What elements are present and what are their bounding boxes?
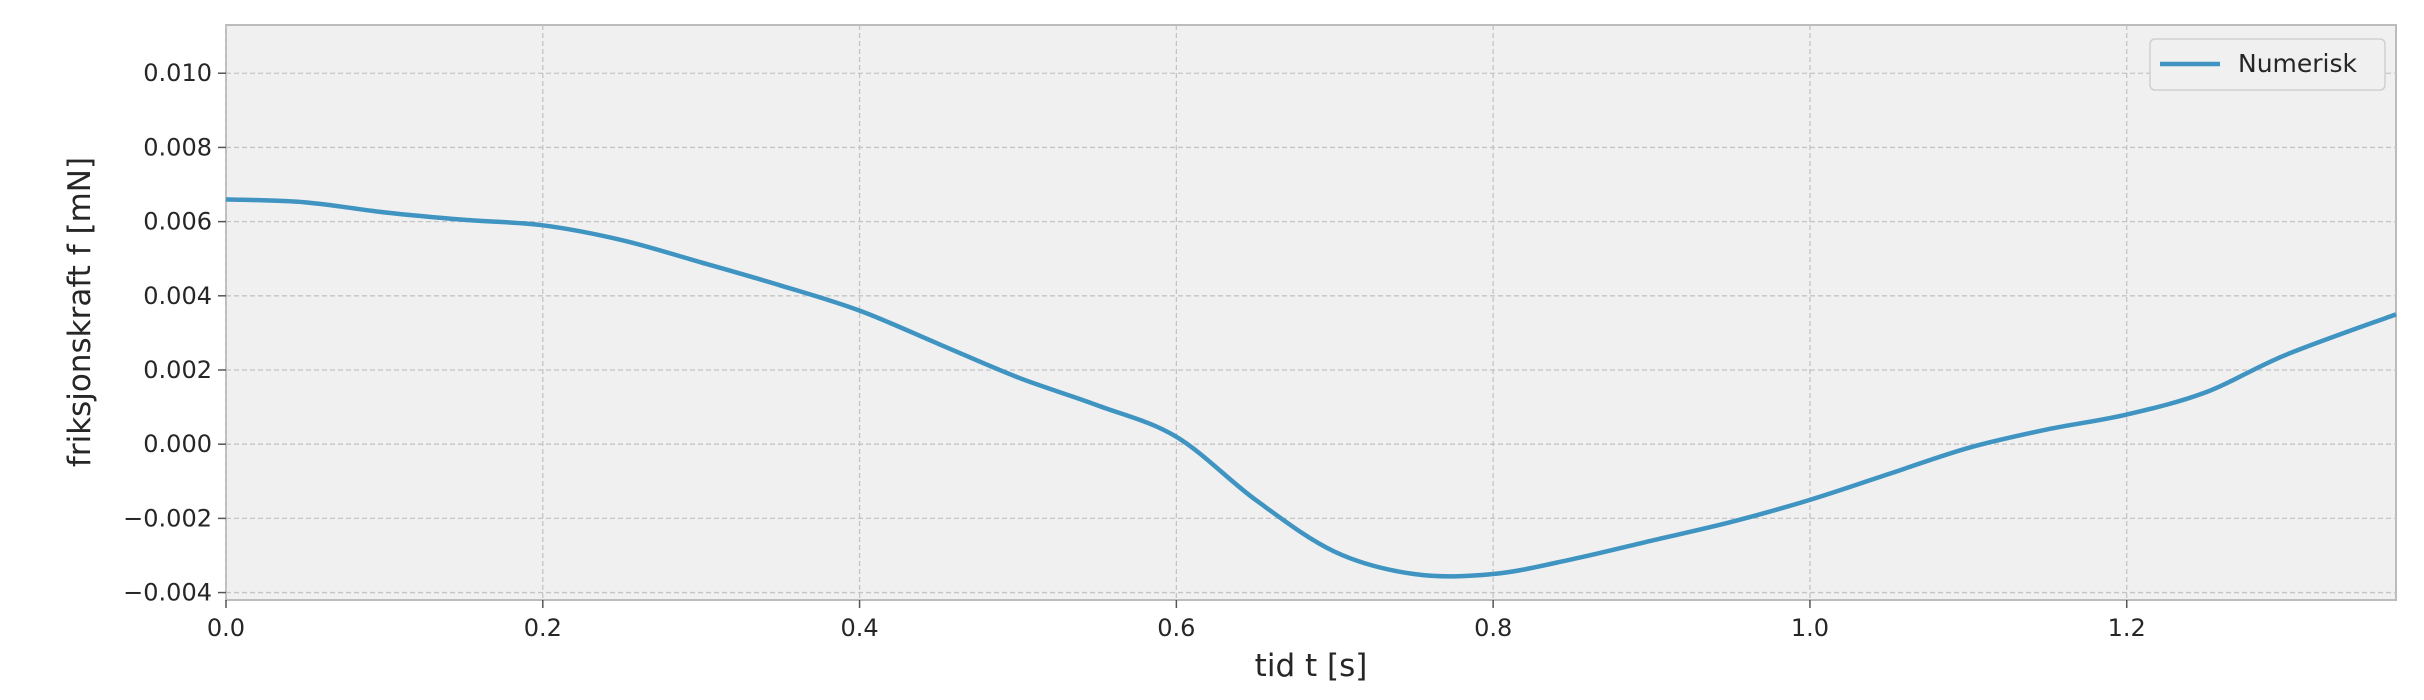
legend: Numerisk [2149,38,2386,91]
plot-area [225,24,2397,601]
x-tick-label: 0.4 [840,614,878,642]
y-tick-label: 0.004 [143,282,212,310]
y-axis: −0.004 −0.002 0.000 0.002 0.004 0.006 0.008 0.0… [123,59,226,607]
x-tick-label: 1.2 [2108,614,2146,642]
y-axis-label: friksjonskraft f [mN] [62,157,98,467]
y-tick-label: 0.006 [143,208,212,236]
y-tick-label: 0.010 [143,59,212,87]
y-tick-label: 0.000 [143,430,212,458]
y-tick-label: 0.002 [143,356,212,384]
x-axis-label: tid t [s] [1255,648,1368,684]
x-tick-label: 0.6 [1157,614,1195,642]
x-tick-label: 0.8 [1474,614,1512,642]
y-tick-label: 0.008 [143,133,212,161]
series-line [225,197,2397,579]
x-tick-label: 0.2 [524,614,562,642]
y-tick-label: −0.002 [123,504,212,532]
x-tick-label: 1.0 [1791,614,1829,642]
x-axis: 0.0 0.2 0.4 0.6 0.8 1.0 1.2 [207,600,2146,642]
y-tick-label: −0.004 [123,579,212,607]
grid [225,25,2396,600]
x-tick-label: 0.0 [207,614,245,642]
legend-label: Numerisk [2238,49,2358,78]
legend-box [2149,38,2386,91]
series-group [225,197,2397,579]
